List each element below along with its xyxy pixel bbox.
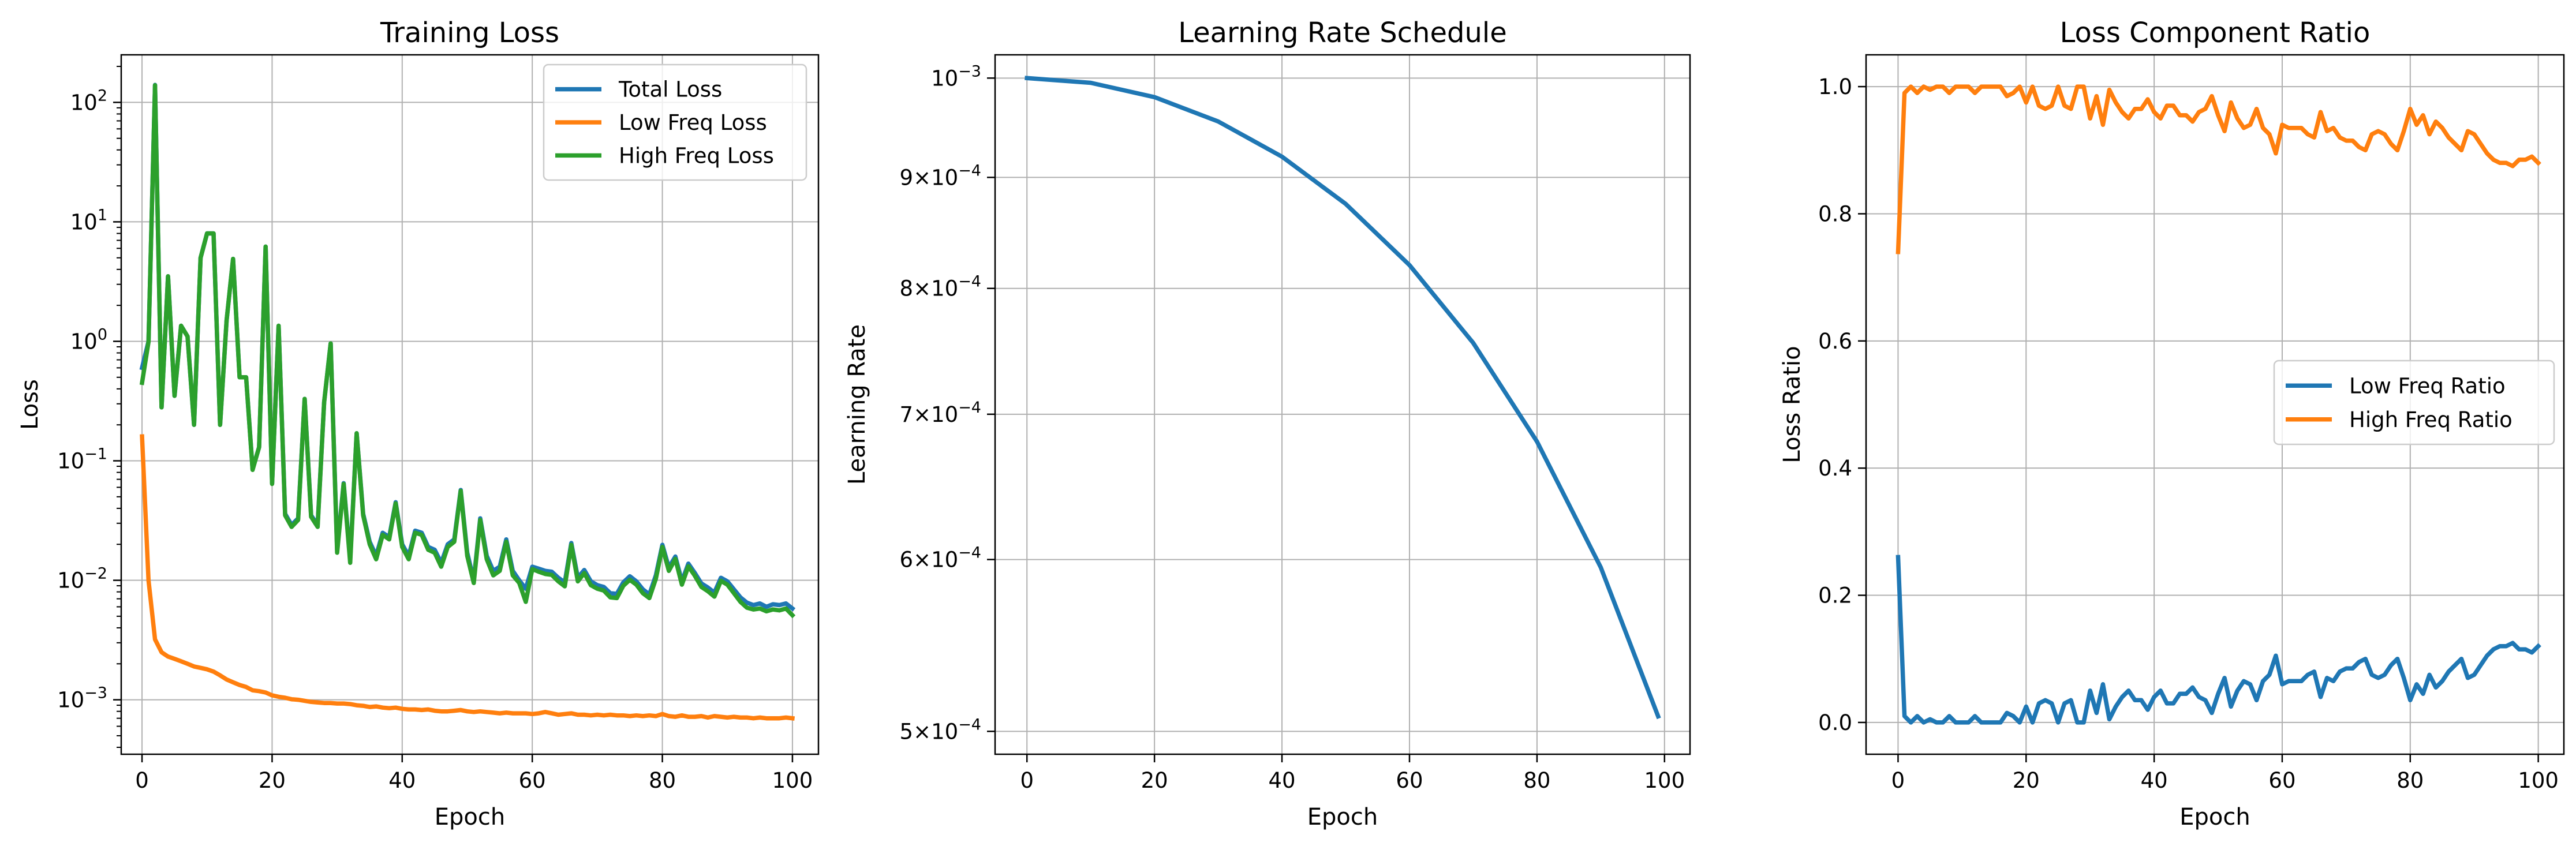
- x-tick-label: 80: [1523, 768, 1550, 793]
- y-axis-label: Loss Ratio: [1779, 346, 1805, 463]
- y-tick-label: 10−1: [57, 446, 107, 474]
- x-tick-label: 20: [1141, 768, 1168, 793]
- series-line-high-freq-ratio: [1895, 84, 2541, 254]
- legend-label: Low Freq Loss: [619, 110, 767, 135]
- series-line-high-freq-loss: [139, 83, 796, 619]
- chart-title: Loss Component Ratio: [2060, 17, 2371, 49]
- y-tick-label: 10−2: [57, 565, 107, 593]
- y-tick-label: 10−3: [931, 62, 981, 91]
- x-tick-label: 40: [388, 768, 416, 793]
- x-tick-label: 20: [259, 768, 286, 793]
- chart-panel-2: 0 20 40 60 80 100 5×10−4 6×10−4 7×10−4 8×10−4 9×10…: [844, 17, 1691, 830]
- series-line-low-freq-loss: [140, 434, 795, 721]
- legend-label: Low Freq Ratio: [2349, 373, 2506, 398]
- x-tick-label: 100: [772, 768, 813, 793]
- x-axis-label: Epoch: [1307, 804, 1378, 830]
- y-axis-label: Learning Rate: [844, 324, 870, 485]
- chart-panel-1: 0 20 40 60 80 100 10−3 10−2 10−1 100 101 102 Trainin…: [17, 17, 820, 830]
- y-tick-label: 0.4: [1818, 456, 1852, 481]
- x-tick-label: 0: [1020, 768, 1034, 793]
- y-tick-label: 9×10−4: [900, 162, 981, 190]
- y-tick-label: 0.0: [1818, 710, 1852, 735]
- y-tick-label: 100: [70, 325, 107, 354]
- y-tick-label: 8×10−4: [900, 273, 981, 301]
- chart-title: Learning Rate Schedule: [1178, 17, 1507, 49]
- x-tick-label: 40: [1269, 768, 1296, 793]
- y-tick-label: 0.8: [1818, 201, 1852, 226]
- axes-frame: [120, 54, 820, 755]
- axes-frame: [1865, 54, 2565, 755]
- y-tick-label: 101: [70, 206, 107, 234]
- y-tick-label: 1.0: [1818, 74, 1852, 99]
- x-tick-label: 0: [1891, 768, 1905, 793]
- x-tick-label: 60: [1396, 768, 1423, 793]
- legend-label: Total Loss: [618, 77, 722, 102]
- legend-label: High Freq Ratio: [2349, 407, 2513, 432]
- x-tick-label: 0: [135, 768, 149, 793]
- x-tick-label: 80: [649, 768, 676, 793]
- x-tick-label: 60: [519, 768, 546, 793]
- legend: Total Loss Low Freq Loss High Freq Loss: [543, 63, 807, 181]
- x-tick-label: 100: [2518, 768, 2559, 793]
- series-line-learning-rate: [1025, 76, 1661, 720]
- x-tick-label: 80: [2396, 768, 2424, 793]
- y-axis-label: Loss: [17, 379, 43, 430]
- x-axis-label: Epoch: [2179, 804, 2250, 830]
- x-tick-label: 100: [1644, 768, 1685, 793]
- x-axis-label: Epoch: [435, 804, 505, 830]
- y-tick-label: 0.6: [1818, 329, 1852, 354]
- y-tick-label: 0.2: [1818, 583, 1852, 608]
- legend: Low Freq Ratio High Freq Ratio: [2273, 360, 2555, 446]
- x-tick-label: 60: [2268, 768, 2295, 793]
- y-tick-label: 10−3: [57, 684, 107, 713]
- y-tick-label: 7×10−4: [900, 399, 981, 427]
- chart-title: Training Loss: [380, 17, 559, 49]
- legend-label: High Freq Loss: [619, 143, 774, 168]
- legend-box: [543, 63, 807, 181]
- y-tick-label: 6×10−4: [900, 544, 981, 572]
- y-tick-label: 102: [70, 87, 107, 115]
- axes-frame: [994, 54, 1691, 755]
- legend-box: [2273, 360, 2555, 446]
- x-tick-label: 20: [2013, 768, 2040, 793]
- y-tick-label: 5×10−4: [900, 716, 981, 744]
- x-tick-label: 40: [2141, 768, 2168, 793]
- chart-panel-3: 0 20 40 60 80 100 0.0 0.2 0.4 0.6 0.8 1.0 Loss Compo…: [1779, 17, 2565, 830]
- series-line-low-freq-ratio: [1895, 555, 2541, 725]
